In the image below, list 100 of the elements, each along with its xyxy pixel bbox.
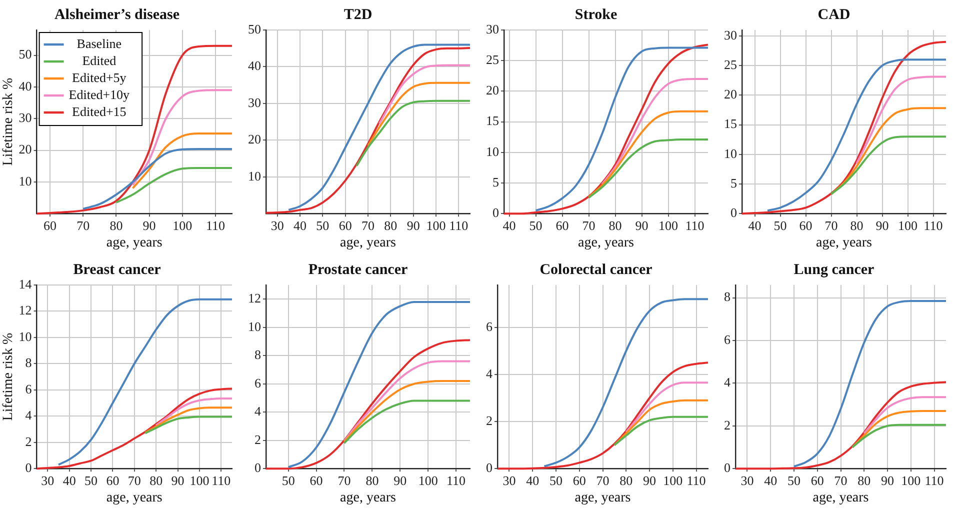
x-axis-title: age, years (340, 490, 396, 506)
x-tick-label: 50 (84, 472, 98, 488)
y-tick-label: 20 (486, 82, 499, 98)
x-tick-label: 80 (150, 472, 163, 488)
line-series (132, 132, 233, 190)
chart-title: Breast cancer (73, 262, 162, 278)
x-tick-label: 110 (206, 218, 225, 233)
x-tick-label: 80 (608, 218, 622, 233)
line-series (830, 107, 947, 196)
y-tick-label: 10 (18, 173, 32, 188)
x-tick-label: 60 (106, 472, 120, 488)
x-tick-label: 80 (850, 218, 864, 233)
y-tick-label: 14 (18, 276, 32, 292)
x-tick-label: 30 (740, 472, 754, 488)
line-series (115, 167, 233, 204)
y-tick-label: 5 (492, 174, 499, 190)
x-tick-label: 100 (658, 218, 678, 233)
x-tick-label: 80 (620, 472, 633, 488)
x-tick-label: 60 (338, 218, 352, 233)
line-series (287, 300, 471, 468)
x-tick-label: 100 (901, 472, 921, 488)
y-tick-label: 12 (248, 290, 261, 306)
x-tick-label: 110 (686, 472, 706, 488)
line-series (863, 396, 947, 434)
line-series (367, 82, 471, 147)
y-tick-label: 2 (486, 412, 492, 428)
y-tick-label: 25 (486, 52, 499, 68)
x-tick-label: 50 (529, 218, 542, 233)
y-tick-label: 6 (254, 375, 262, 390)
x-axis-title: age, years (106, 235, 162, 250)
x-tick-label: 40 (764, 472, 778, 488)
line-series (356, 100, 471, 167)
x-tick-label: 100 (426, 218, 446, 233)
x-tick-label: 100 (418, 472, 438, 488)
x-tick-label: 70 (128, 472, 141, 488)
line-series (792, 300, 947, 468)
x-tick-label: 90 (643, 472, 656, 488)
y-tick-label: 6 (724, 332, 731, 347)
line-series (534, 46, 709, 212)
x-tick-label: 90 (881, 472, 894, 488)
x-tick-label: 50 (316, 218, 330, 233)
y-tick-label: 2 (25, 434, 32, 449)
x-tick-label: 110 (685, 218, 704, 233)
x-tick-label: 60 (572, 472, 586, 488)
y-tick-label: 10 (248, 318, 261, 334)
x-tick-label: 50 (282, 472, 295, 488)
y-axis-title: Lifetime risk % (1, 78, 16, 166)
line-series (343, 400, 471, 444)
chart-title: T2D (344, 6, 372, 23)
x-tick-label: 80 (110, 218, 123, 233)
x-tick-label: 90 (635, 218, 648, 233)
line-series (57, 298, 233, 466)
y-tick-label: 50 (18, 46, 32, 62)
y-tick-label: 0 (25, 460, 32, 476)
x-tick-label: 30 (502, 472, 516, 488)
line-series (543, 298, 709, 468)
x-tick-label: 70 (582, 218, 596, 233)
chart-title: CAD (818, 6, 850, 23)
chart-title: Lung cancer (794, 262, 875, 278)
x-axis-title: age, years (578, 235, 634, 250)
x-tick-label: 70 (338, 472, 351, 488)
y-tick-label: 40 (18, 78, 32, 94)
line-series (155, 397, 233, 426)
y-tick-label: 10 (724, 146, 737, 161)
y-tick-label: 15 (486, 113, 499, 128)
x-tick-label: 90 (171, 472, 184, 488)
x-tick-label: 70 (362, 218, 374, 233)
x-tick-label: 40 (62, 472, 76, 488)
x-tick-label: 80 (366, 472, 379, 488)
y-tick-label: 8 (724, 289, 730, 304)
x-tick-label: 110 (924, 218, 943, 233)
y-tick-label: 10 (18, 328, 32, 344)
chart-title: Colorectal cancer (540, 262, 653, 278)
line-series (601, 78, 709, 186)
x-tick-label: 40 (526, 472, 540, 488)
y-tick-label: 25 (724, 56, 737, 72)
x-tick-label: 70 (76, 218, 90, 233)
y-tick-label: 6 (25, 381, 32, 396)
x-tick-label: 90 (142, 218, 156, 233)
x-tick-label: 100 (898, 218, 918, 233)
line-series (613, 416, 709, 446)
x-axis-title: age, years (340, 235, 396, 250)
line-series (851, 424, 947, 448)
line-series (588, 110, 709, 198)
x-tick-label: 40 (502, 218, 516, 233)
legend-label: Edited (82, 52, 117, 68)
chart-title: Alsheimer’s disease (54, 6, 180, 23)
x-tick-label: 90 (406, 218, 420, 233)
x-tick-label: 50 (549, 472, 562, 488)
y-tick-label: 20 (248, 132, 261, 147)
legend-label: Baseline (76, 36, 122, 51)
legend-label: Edited+15 (72, 104, 126, 119)
legend-label: Edited+10y (68, 86, 130, 102)
line-series (625, 382, 709, 434)
y-tick-label: 40 (248, 58, 261, 74)
line-series (766, 58, 947, 212)
x-tick-label: 30 (41, 472, 54, 488)
line-series (144, 416, 233, 434)
x-axis-title: age, years (106, 490, 162, 506)
y-tick-label: 2 (724, 417, 730, 432)
